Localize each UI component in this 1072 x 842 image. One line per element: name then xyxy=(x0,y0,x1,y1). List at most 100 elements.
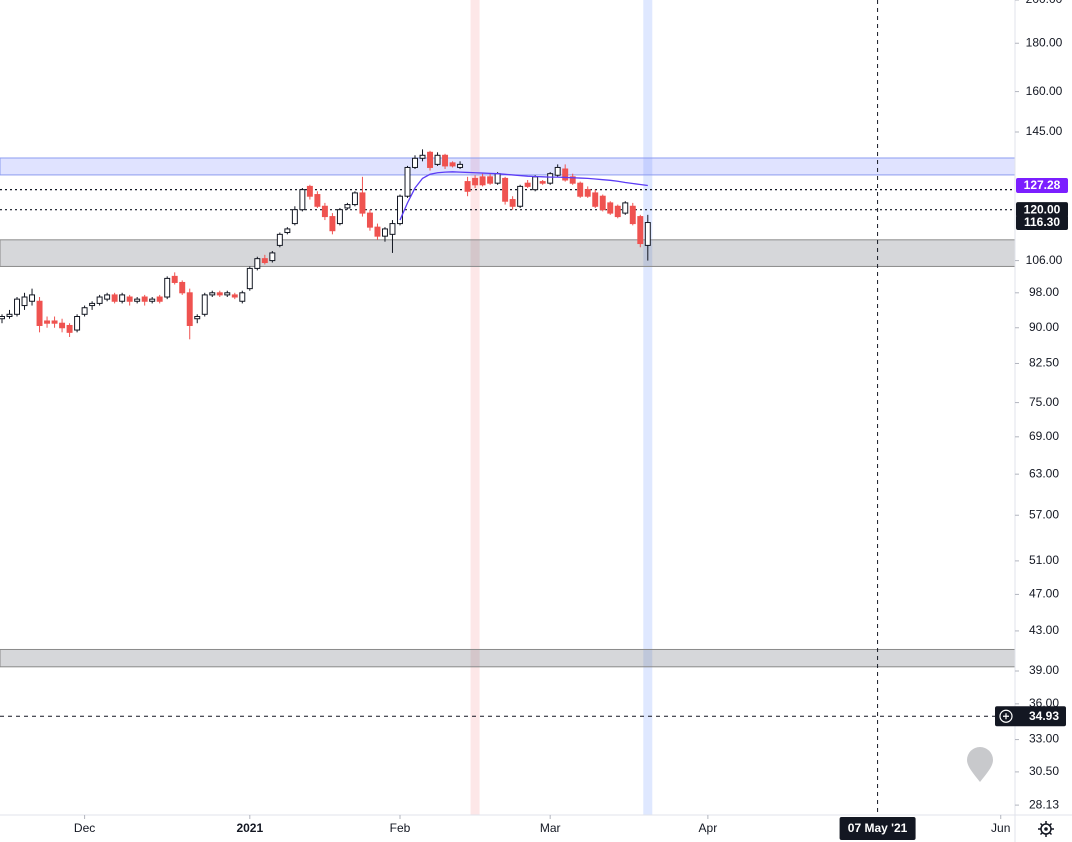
plot-area xyxy=(0,0,1015,815)
crosshair-price-bg xyxy=(995,706,1066,727)
candle-body xyxy=(359,192,366,214)
price-label-bg xyxy=(1016,202,1068,218)
candle-body xyxy=(44,320,51,324)
y-tick-label: 98.00 xyxy=(1029,285,1059,299)
candle-body xyxy=(216,292,223,296)
candle-body xyxy=(449,162,456,167)
candle-body xyxy=(607,202,614,214)
crosshair-add-icon xyxy=(1003,713,1009,720)
candle-body xyxy=(66,324,73,333)
candle-body xyxy=(554,166,561,176)
candle-body xyxy=(479,176,486,186)
candle-body xyxy=(119,294,126,302)
candle-body xyxy=(81,307,88,315)
y-tick-label: 69.00 xyxy=(1029,429,1059,443)
marker-icon xyxy=(967,747,993,782)
candle-body xyxy=(36,300,43,326)
candle-body xyxy=(539,181,546,184)
candle-body xyxy=(599,195,606,211)
x-tick-label: Dec xyxy=(74,821,95,835)
candle-body xyxy=(276,233,283,246)
candle-body xyxy=(149,298,156,302)
candle-body xyxy=(314,194,321,207)
moving-average xyxy=(399,171,648,221)
candle-body xyxy=(381,228,388,237)
candle-body xyxy=(614,205,621,218)
y-tick-label: 30.50 xyxy=(1029,764,1059,778)
y-tick-label: 82.50 xyxy=(1029,356,1059,370)
candle-body xyxy=(412,157,418,168)
candle-body xyxy=(111,294,118,302)
y-tick-label: 63.00 xyxy=(1029,466,1059,480)
candle-body xyxy=(404,166,411,197)
candle-body xyxy=(209,292,216,296)
candle-body xyxy=(547,173,554,184)
price-label-bg xyxy=(1016,215,1068,231)
y-tick-label: 145.00 xyxy=(1026,124,1063,138)
candle-body xyxy=(524,182,531,187)
candle-body xyxy=(577,182,584,197)
candle-body xyxy=(96,296,103,304)
candle-body xyxy=(156,296,163,302)
candle-body xyxy=(269,252,276,262)
x-tick-label: Apr xyxy=(699,821,718,835)
candle-body xyxy=(254,258,261,269)
candle-body xyxy=(336,209,343,225)
crosshair-add-icon xyxy=(999,709,1013,723)
price-label: 120.00 xyxy=(1024,202,1061,216)
highlight-band xyxy=(470,0,480,815)
crosshair-date-bg xyxy=(839,817,916,840)
candle-body xyxy=(246,267,253,290)
candle-body xyxy=(194,316,201,320)
candle-body xyxy=(186,292,193,326)
candle-body xyxy=(239,292,246,302)
price-label: 116.30 xyxy=(1024,215,1060,229)
candle-body xyxy=(14,298,20,315)
candle-body xyxy=(51,320,58,324)
candle-body xyxy=(74,316,81,331)
y-tick-label: 43.00 xyxy=(1029,623,1059,637)
candle-body xyxy=(89,302,96,307)
candle-body xyxy=(622,202,629,214)
y-tick-label: 90.00 xyxy=(1029,320,1059,334)
x-tick-label: Mar xyxy=(540,821,561,835)
y-tick-label: 33.00 xyxy=(1029,732,1059,746)
y-tick-label: 75.00 xyxy=(1029,395,1059,409)
crosshair-price-label: 34.93 xyxy=(1029,709,1059,723)
candle-body xyxy=(179,281,186,294)
candle-body xyxy=(502,177,509,202)
candle-body xyxy=(569,176,576,184)
candle-body xyxy=(419,154,426,159)
candle-body xyxy=(134,298,141,302)
candle-body xyxy=(224,292,231,296)
candle-body xyxy=(442,154,449,167)
candle-body xyxy=(584,189,591,197)
y-tick-label: 28.13 xyxy=(1029,797,1059,811)
candle-body xyxy=(532,176,539,191)
zone xyxy=(0,648,1015,668)
y-tick-label: 180.00 xyxy=(1026,35,1063,49)
candle-body xyxy=(29,294,36,302)
candle-body xyxy=(644,222,651,246)
candle-body xyxy=(171,275,178,283)
candle-body xyxy=(366,212,373,228)
candle-body xyxy=(427,151,434,168)
candle-body xyxy=(0,316,5,320)
y-tick-label: 57.00 xyxy=(1029,507,1059,521)
candle-body xyxy=(434,154,441,165)
candle-body xyxy=(291,209,298,225)
zone xyxy=(0,239,1015,267)
settings-icon[interactable] xyxy=(1038,821,1054,837)
y-tick-label: 39.00 xyxy=(1029,663,1059,677)
candle-body xyxy=(6,313,13,318)
candle-body xyxy=(201,294,208,315)
candle-body xyxy=(261,258,268,264)
candle-body xyxy=(141,296,148,302)
price-label: 127.28 xyxy=(1024,178,1061,192)
candle-body xyxy=(457,163,464,168)
candle-body xyxy=(344,204,351,209)
candle-body xyxy=(472,177,479,186)
candle-body xyxy=(374,226,381,237)
